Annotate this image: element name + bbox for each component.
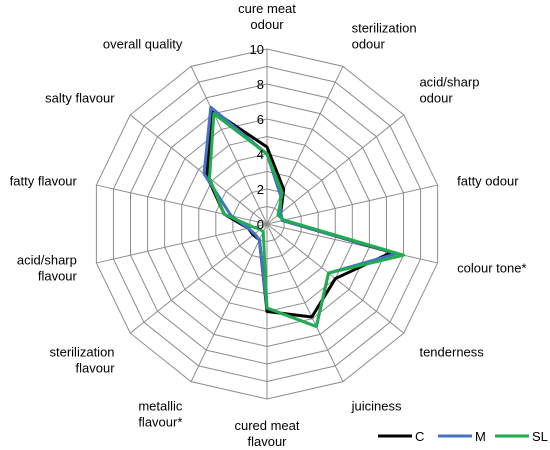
tick-label: 8 — [257, 77, 264, 92]
axis-label: sterilization odour — [352, 20, 417, 51]
grid-spoke — [190, 66, 268, 225]
grid-spoke — [96, 184, 268, 225]
grid-spoke — [266, 114, 405, 225]
axis-label-line: odour — [250, 17, 284, 32]
legend-label-m: M — [475, 429, 486, 444]
tick-label: 0 — [257, 217, 264, 232]
grid-spoke — [190, 223, 268, 382]
tick-label: 4 — [257, 147, 264, 162]
grid-spoke — [266, 223, 344, 382]
axis-label: fatty odour — [457, 174, 519, 189]
axis-label: fatty flavour — [10, 174, 78, 189]
axis-label-line: fatty odour — [457, 174, 519, 189]
axis-label-line: colour tone* — [457, 260, 526, 275]
legend-label-c: C — [415, 429, 424, 444]
axis-label: cure meat odour — [238, 1, 296, 32]
axis-label: acid/sharp flavour — [17, 252, 78, 283]
axis-label: acid/sharp odour — [419, 74, 479, 105]
series-sl-line — [208, 112, 405, 328]
chart-legend: C M SL — [378, 429, 548, 444]
axis-label: cured meat flavour — [234, 418, 299, 449]
axis-label-line: cured meat — [234, 418, 299, 433]
axis-label-line: flavour* — [138, 415, 182, 430]
grid-spoke — [266, 184, 438, 225]
axis-label: sterilization flavour — [50, 345, 116, 376]
axis-label-line: odour — [419, 90, 453, 105]
axis-label: overall quality — [103, 36, 183, 51]
axis-label: colour tone* — [457, 260, 526, 275]
axis-label-line: odour — [352, 36, 386, 51]
grid-spoke — [266, 223, 438, 264]
axis-label: tenderness — [419, 345, 484, 360]
axis-label-line: fatty flavour — [10, 174, 78, 189]
grid-spoke — [129, 114, 268, 225]
axis-label-line: sterilization — [352, 20, 417, 35]
axis-label-line: salty flavour — [45, 90, 115, 105]
axis-label: juiciness — [351, 399, 402, 414]
axis-label: salty flavour — [45, 90, 115, 105]
axis-label-line: flavour — [38, 268, 78, 283]
radar-series-group — [202, 105, 405, 328]
tick-label: 10 — [250, 42, 264, 57]
axis-labels: cure meat odour sterilization odouracid/sha… — [10, 1, 527, 449]
radar-grid — [95, 48, 439, 400]
axis-label: metallic flavour* — [138, 399, 183, 430]
axis-label-line: sterilization — [50, 345, 115, 360]
axis-label-line: flavour — [76, 361, 116, 376]
axis-label-line: acid/sharp — [17, 252, 77, 267]
tick-label: 6 — [257, 112, 264, 127]
legend-label-sl: SL — [532, 429, 548, 444]
radial-tick-labels: 0 2 4 6 8 10 — [250, 42, 264, 232]
axis-label-line: metallic — [138, 399, 183, 414]
axis-label-line: tenderness — [419, 345, 484, 360]
axis-label-line: acid/sharp — [419, 74, 479, 89]
axis-label-line: juiciness — [351, 399, 402, 414]
axis-label-line: flavour — [247, 434, 287, 449]
axis-label-line: cure meat — [238, 1, 296, 16]
grid-spoke — [129, 223, 268, 334]
axis-label-line: overall quality — [103, 36, 183, 51]
tick-label: 2 — [257, 182, 264, 197]
grid-spoke — [96, 223, 268, 264]
